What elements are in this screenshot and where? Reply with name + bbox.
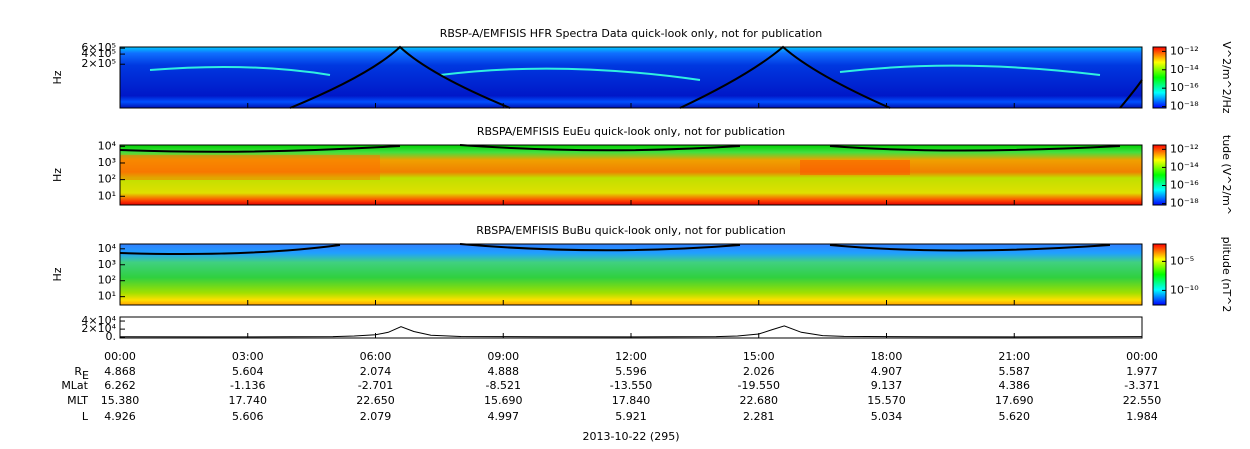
y-tick-label: 0.: [106, 330, 117, 343]
colorbar: [1152, 243, 1167, 306]
x-tick-label: 15:00: [743, 350, 775, 363]
emission-band: [149, 64, 1101, 81]
ephemeris-value: 17.690: [995, 394, 1034, 407]
ephemeris-value: 4.386: [999, 379, 1031, 392]
x-tick-label: 12:00: [615, 350, 647, 363]
ephemeris-value: 1.977: [1126, 365, 1158, 378]
y-tick-label: 6×10⁵: [81, 41, 116, 54]
spectrogram-image: [120, 244, 1142, 305]
ephemeris-value: 5.596: [615, 365, 647, 378]
ephemeris-value: 6.262: [104, 379, 136, 392]
ephemeris-value: 5.034: [871, 410, 903, 423]
panel-title: RBSPA/EMFISIS BuBu quick-look only, not …: [476, 224, 786, 237]
ephemeris-label: R: [74, 365, 82, 378]
ephemeris-value: 2.079: [360, 410, 392, 423]
emission-band: [800, 160, 910, 175]
colorbar-tick-label: 10⁻¹⁴: [1170, 63, 1199, 76]
spectrogram-images: [119, 45, 1143, 305]
ephemeris-value: 2.074: [360, 365, 392, 378]
y-axis-label: Hz: [51, 168, 64, 182]
y-tick-label: 10⁴: [98, 242, 117, 255]
colorbar: [1152, 46, 1167, 109]
ephemeris-value: 4.907: [871, 365, 903, 378]
ephemeris-value: -1.136: [230, 379, 265, 392]
ephemeris-value: -13.550: [610, 379, 652, 392]
x-tick-label: 06:00: [360, 350, 392, 363]
y-tick-label: 10³: [98, 258, 116, 271]
colorbar-label: tude (V^2/m^: [1220, 135, 1233, 215]
ephemeris-value: 4.888: [488, 365, 520, 378]
ephemeris-value: -19.550: [738, 379, 780, 392]
cyclotron-line: [119, 243, 1111, 255]
ephemeris-value: 2.281: [743, 410, 775, 423]
panel-title: RBSP-A/EMFISIS HFR Spectra Data quick-lo…: [440, 27, 823, 40]
ephemeris-value: 15.690: [484, 394, 523, 407]
ephemeris-value: -2.701: [358, 379, 393, 392]
ephemeris-value: -8.521: [486, 379, 521, 392]
ephemeris-value: 17.840: [612, 394, 651, 407]
ephemeris-value: 4.997: [488, 410, 520, 423]
y-axis-label: Hz: [51, 267, 64, 281]
ephemeris-value: -3.371: [1124, 379, 1159, 392]
colorbar-tick-label: 10⁻¹²: [1170, 142, 1199, 155]
ephemeris-value: 9.137: [871, 379, 903, 392]
y-tick-label: 2×10⁵: [81, 57, 116, 70]
colorbar-tick-label: 10⁻¹⁶: [1170, 179, 1199, 192]
y-tick-label: 10²: [98, 274, 116, 287]
ephemeris-value: 5.587: [999, 365, 1031, 378]
ephemeris-value: 15.570: [867, 394, 906, 407]
panel-title: RBSPA/EMFISIS EuEu quick-look only, not …: [477, 125, 785, 138]
line: [119, 325, 1143, 338]
ephemeris-label: MLT: [67, 394, 88, 407]
y-tick-label: 2×10⁴: [81, 322, 116, 335]
y-tick-label: 4×10⁴: [81, 314, 116, 327]
colorbar-label: plitude (nT^2: [1220, 237, 1233, 313]
x-tick-label: 03:00: [232, 350, 264, 363]
ephemeris-value: 17.740: [229, 394, 268, 407]
date-label: 2013-10-22 (295): [582, 430, 679, 443]
ephemeris-value: 5.606: [232, 410, 264, 423]
ephemeris-value: 22.680: [740, 394, 779, 407]
y-tick-label: 10¹: [98, 189, 116, 202]
x-tick-label: 21:00: [998, 350, 1030, 363]
spectrogram-image: [120, 47, 1142, 108]
colorbar-tick-label: 10⁻¹⁰: [1170, 283, 1199, 296]
x-tick-label: 18:00: [871, 350, 903, 363]
colorbar-tick-label: 10⁻¹⁶: [1170, 81, 1199, 94]
colorbar: [1152, 144, 1167, 206]
ephemeris-label-sub: E: [82, 369, 89, 382]
ephemeris-value: 22.550: [1123, 394, 1162, 407]
ephemeris-value: 1.984: [1126, 410, 1158, 423]
colorbar-tick-label: 10⁻¹⁸: [1170, 197, 1199, 210]
y-tick-label: 10²: [98, 173, 116, 186]
ephemeris-value: 4.868: [104, 365, 136, 378]
y-tick-label: 4×10⁵: [81, 47, 116, 60]
colorbar-tick-label: 10⁻⁵: [1170, 254, 1194, 267]
ephemeris-value: 4.926: [104, 410, 136, 423]
ephemeris-value: 2.026: [743, 365, 775, 378]
colorbar-label: V^2/m^2/Hz: [1220, 41, 1233, 113]
y-tick-label: 10³: [98, 156, 116, 169]
colorbar-tick-label: 10⁻¹⁸: [1170, 100, 1199, 113]
ephemeris-value: 22.650: [356, 394, 395, 407]
colorbar-tick-label: 10⁻¹²: [1170, 44, 1199, 57]
ephemeris-value: 5.921: [615, 410, 647, 423]
y-tick-label: 10⁴: [98, 139, 117, 152]
ephemeris-label: L: [82, 410, 89, 423]
ephemeris-label: MLat: [61, 379, 88, 392]
cyclotron-line: [119, 144, 1121, 153]
emission-band: [120, 155, 380, 180]
x-tick-label: 00:00: [104, 350, 136, 363]
x-tick-label: 00:00: [1126, 350, 1158, 363]
y-axis-label: Hz: [51, 70, 64, 84]
ephemeris-value: 5.604: [232, 365, 264, 378]
y-tick-label: 10¹: [98, 290, 116, 303]
x-tick-label: 09:00: [487, 350, 519, 363]
ephemeris-value: 5.620: [999, 410, 1031, 423]
ephemeris-value: 15.380: [101, 394, 140, 407]
colorbar-tick-label: 10⁻¹⁴: [1170, 160, 1199, 173]
